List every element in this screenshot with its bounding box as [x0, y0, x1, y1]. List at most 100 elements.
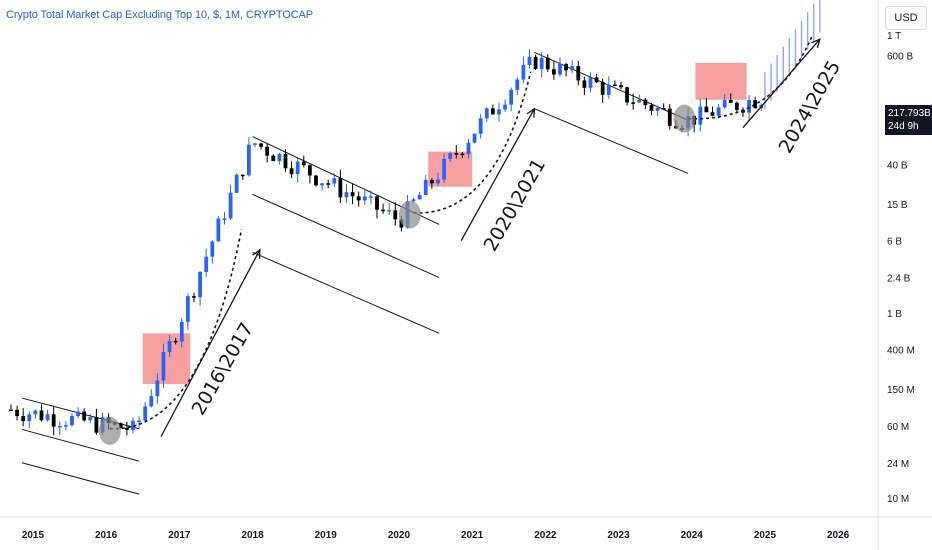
candle-body: [576, 66, 581, 81]
y-tick-label: 400 M: [887, 346, 915, 357]
candle-body: [143, 406, 148, 421]
candle-body: [381, 209, 385, 212]
last-price-tag: 217.793B 24d 9h: [885, 105, 932, 135]
candle-body: [436, 179, 440, 184]
accumulation-circle: [673, 104, 696, 133]
candle-body: [82, 411, 87, 421]
x-tick-label: 2025: [754, 530, 777, 541]
candle-body: [320, 183, 324, 186]
candle-body: [625, 87, 629, 103]
candle-body: [216, 218, 221, 242]
annotation-label-layer: 2016\2017 2020\2021 2024\2025: [188, 57, 846, 419]
y-tick-label: 60 M: [887, 422, 909, 433]
candle-body: [301, 161, 306, 166]
candle-body: [466, 142, 471, 155]
candle-body: [643, 99, 648, 106]
y-tick-label: 6 B: [887, 237, 902, 248]
candle-body: [606, 84, 611, 95]
candle-body: [161, 352, 166, 381]
candle-body: [57, 425, 62, 428]
candle-body: [423, 179, 428, 195]
candle-body: [448, 153, 453, 160]
candle-body: [661, 107, 666, 110]
candle-body: [88, 417, 93, 421]
trend-arrow: [460, 108, 535, 242]
candle-body: [417, 194, 422, 200]
cycle-label: 2016\2017: [188, 319, 259, 419]
candle-body: [289, 168, 294, 175]
candle-body: [362, 196, 367, 201]
last-price-value: 217.793B: [888, 108, 931, 119]
candle-layer: [9, 49, 764, 436]
trend-arrow: [742, 38, 821, 129]
candle-body: [265, 146, 270, 156]
candle-body: [21, 416, 26, 422]
candle-body: [338, 178, 343, 198]
candle-body: [15, 409, 19, 417]
candle-body: [228, 192, 233, 219]
candle-body: [539, 57, 544, 69]
candle-body: [307, 165, 312, 176]
candle-body: [503, 104, 507, 110]
candle-body: [655, 107, 660, 111]
candle-body: [185, 296, 190, 322]
candle-body: [619, 85, 623, 88]
bull-arc: [688, 34, 814, 120]
candle-body: [478, 118, 483, 134]
candle-body: [94, 417, 99, 433]
x-tick-label: 2026: [827, 530, 850, 541]
candle-body: [558, 64, 562, 75]
y-tick-label: 40 B: [887, 160, 908, 171]
candle-body: [612, 84, 617, 87]
candle-body: [588, 77, 593, 88]
candle-body: [484, 108, 489, 119]
candle-body: [246, 144, 251, 176]
candle-body: [277, 153, 282, 162]
candle-body: [551, 69, 556, 75]
candle-body: [631, 102, 636, 104]
candle-body: [204, 256, 209, 272]
candle-body: [747, 100, 751, 113]
x-tick-label: 2016: [95, 530, 118, 541]
candle-body: [521, 64, 526, 80]
bull-arc: [413, 71, 532, 214]
candle-body: [545, 57, 550, 70]
x-tick-label: 2020: [388, 530, 411, 541]
y-tick-label: 1 T: [887, 31, 901, 42]
candle-body: [33, 410, 38, 415]
candle-body: [582, 80, 587, 88]
candle-body: [698, 106, 703, 125]
currency-button[interactable]: USD: [885, 6, 927, 30]
candle-body: [51, 414, 56, 427]
highlight-box-layer: [142, 62, 747, 385]
candle-body: [734, 102, 739, 110]
candle-body: [704, 106, 709, 113]
candle-body: [454, 153, 459, 155]
projection-layer: [764, 0, 821, 110]
candle-body: [472, 133, 477, 143]
candle-body: [259, 143, 263, 147]
candle-body: [387, 210, 392, 212]
cycle-label: 2020\2021: [480, 155, 551, 255]
candle-body: [314, 175, 318, 186]
candle-body: [76, 411, 80, 417]
candle-body: [460, 153, 465, 156]
candle-body: [198, 271, 202, 298]
candle-body: [497, 109, 501, 115]
candle-body: [393, 210, 398, 220]
x-tick-label: 2021: [461, 530, 484, 541]
candle-body: [283, 153, 288, 169]
candle-body: [667, 108, 672, 126]
x-tick-label: 2019: [315, 530, 338, 541]
cycle-label: 2024\2025: [775, 57, 846, 157]
candle-body: [70, 416, 74, 426]
candle-body: [600, 82, 605, 95]
highlight-box: [695, 62, 747, 100]
channel-line: [21, 462, 140, 495]
candle-body: [649, 105, 654, 111]
candle-body: [753, 100, 758, 109]
candle-body: [131, 420, 135, 430]
candle-body: [222, 218, 227, 220]
y-tick-label: 150 M: [887, 385, 915, 396]
